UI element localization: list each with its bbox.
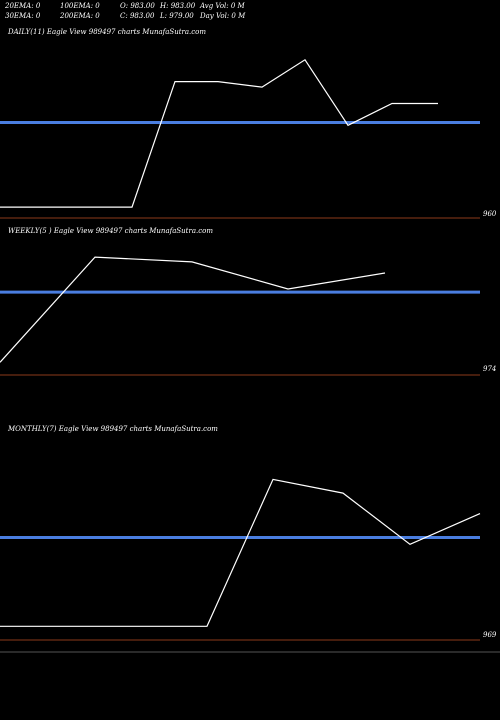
monthly-price-line	[0, 478, 481, 627]
close-value: C: 983.00	[120, 12, 155, 20]
weekly-price-label: 974	[483, 365, 496, 373]
avg-volume: Avg Vol: 0 M	[200, 2, 245, 10]
day-volume: Day Vol: 0 M	[200, 12, 246, 20]
daily-price-label: 960	[483, 210, 497, 218]
high-value: H: 983.00	[160, 2, 196, 10]
weekly-chart-title: WEEKLY(5 ) Eagle View 989497 charts Muna…	[8, 227, 213, 235]
ema200-value: 200EMA: 0	[60, 12, 100, 20]
monthly-price-label: 969	[483, 631, 497, 639]
ema100-value: 100EMA: 0	[60, 2, 100, 10]
ema20-value: 20EMA: 0	[5, 2, 41, 10]
daily-chart-title: DAILY(11) Eagle View 989497 charts Munaf…	[7, 28, 206, 36]
open-value: O: 983.00	[120, 2, 155, 10]
daily-price-line	[0, 58, 438, 208]
low-value: L: 979.00	[160, 12, 194, 20]
monthly-chart-title: MONTHLY(7) Eagle View 989497 charts Muna…	[7, 425, 218, 433]
ema30-value: 30EMA: 0	[5, 12, 41, 20]
weekly-price-line	[0, 256, 386, 363]
